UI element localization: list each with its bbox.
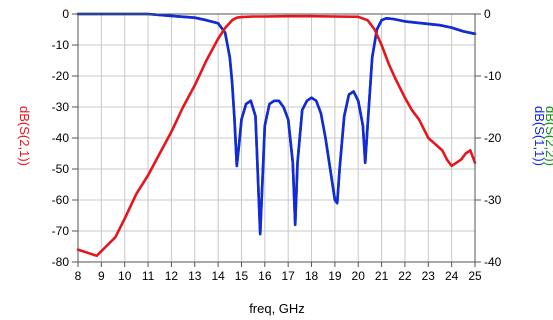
left-tick-label: -40 (52, 131, 70, 145)
right-tick-label: -10 (484, 69, 502, 83)
x-tick-label: 20 (352, 269, 366, 283)
right-tick-label: -40 (484, 255, 502, 269)
x-tick-label: 9 (98, 269, 105, 283)
x-tick-label: 13 (188, 269, 202, 283)
x-tick-label: 14 (211, 269, 225, 283)
left-tick-labels: 0 -10 -20 -30 -40 -50 -60 -70 -80 (52, 7, 78, 269)
x-tick-label: 8 (75, 269, 82, 283)
x-tick-label: 25 (468, 269, 482, 283)
x-tick-labels: 8 9 10 11 12 13 14 15 16 17 18 19 20 21 22 23 24 25 (75, 262, 482, 283)
right-tick-label: -30 (484, 193, 502, 207)
right-tick-labels: 0 -10 -20 -30 -40 (475, 7, 502, 269)
x-tick-label: 23 (422, 269, 436, 283)
x-tick-label: 21 (375, 269, 389, 283)
series-group (76, 12, 477, 258)
right-axis-label-s11: dB(S(1,1)) (532, 106, 547, 166)
x-axis-label: freq, GHz (249, 301, 305, 316)
left-tick-label: 0 (62, 7, 69, 21)
x-tick-label: 18 (305, 269, 319, 283)
x-tick-label: 12 (165, 269, 179, 283)
series-line-s22 (76, 12, 477, 236)
x-tick-label: 22 (398, 269, 412, 283)
left-tick-label: -70 (52, 224, 70, 238)
left-tick-label: -50 (52, 162, 70, 176)
x-tick-label: 24 (445, 269, 459, 283)
right-tick-label: -20 (484, 131, 502, 145)
series-line-s11 (76, 12, 477, 236)
grid-lines (77, 13, 476, 263)
x-tick-label: 16 (258, 269, 272, 283)
left-tick-label: -60 (52, 193, 70, 207)
left-tick-label: -10 (52, 38, 70, 52)
x-tick-label: 15 (235, 269, 249, 283)
left-tick-label: -30 (52, 100, 70, 114)
left-tick-label: -20 (52, 69, 70, 83)
series-line-s21 (76, 14, 477, 258)
right-tick-label: 0 (484, 7, 491, 21)
left-tick-label: -80 (52, 255, 70, 269)
x-tick-label: 10 (118, 269, 132, 283)
x-tick-label: 19 (328, 269, 342, 283)
x-tick-label: 17 (281, 269, 295, 283)
left-axis-label: dB(S(2,1)) (17, 106, 32, 166)
x-tick-label: 11 (142, 269, 155, 283)
right-axis-label-s22: dB(S(2,2)) (543, 106, 553, 166)
